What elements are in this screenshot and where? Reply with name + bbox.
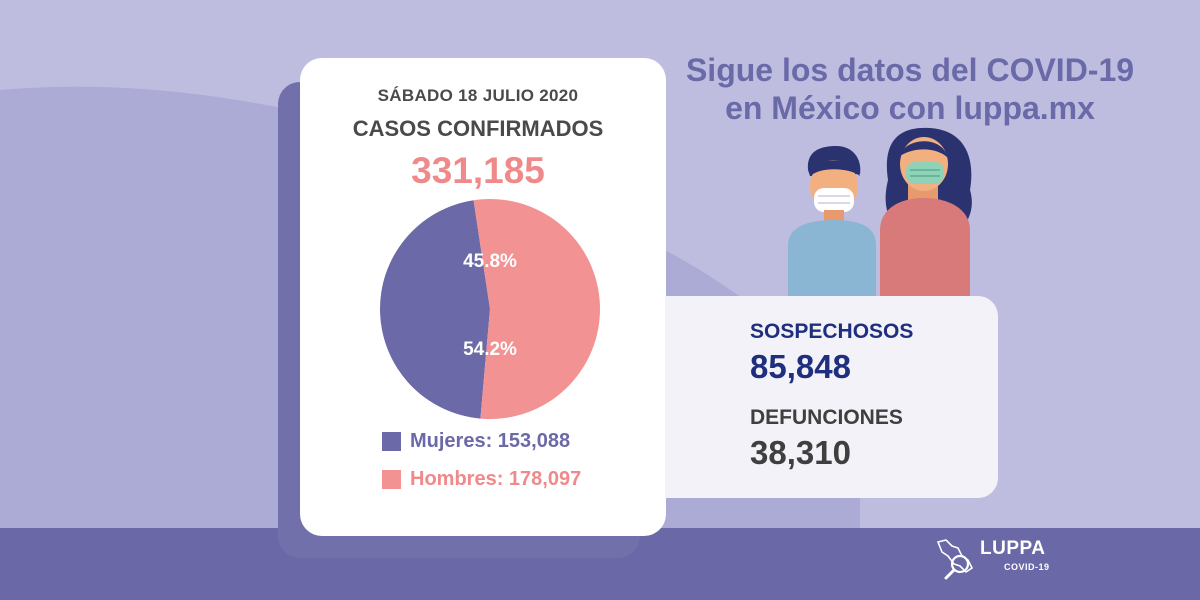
suspected-label: SOSPECHOSOS: [750, 320, 914, 343]
pie-slice-hombres: [473, 198, 601, 419]
logo-subtitle: COVID-19: [1004, 562, 1050, 572]
pie-label-mujeres: 45.8%: [463, 251, 517, 272]
confirmed-cases-card: SÁBADO 18 JULIO 2020 CASOS CONFIRMADOS 3…: [300, 58, 666, 536]
legend-label-mujeres: Mujeres: 153,088: [410, 430, 571, 452]
legend-swatch-hombres: [382, 470, 401, 489]
headline-line-1: Sigue los datos del COVID-19: [685, 52, 1135, 88]
stats-panel: SOSPECHOSOS 85,848 DEFUNCIONES 38,310: [665, 296, 998, 498]
pie-label-hombres: 54.2%: [463, 339, 517, 360]
masked-people-illustration: [788, 127, 972, 300]
suspected-value: 85,848: [750, 348, 851, 385]
headline-line-2: en México con luppa.mx: [725, 90, 1095, 126]
magnifier-map-icon: [936, 539, 974, 580]
legend-mujeres: Mujeres: 153,088: [382, 430, 662, 453]
logo-name: LUPPA: [980, 538, 1046, 559]
legend-label-hombres: Hombres: 178,097: [410, 468, 582, 490]
gender-pie-chart: 45.8% 54.2%: [380, 198, 601, 419]
confirmed-heading: CASOS CONFIRMADOS: [352, 116, 604, 141]
deaths-label: DEFUNCIONES: [750, 406, 903, 429]
legend-swatch-mujeres: [382, 432, 401, 451]
legend-hombres: Hombres: 178,097: [382, 468, 662, 491]
confirmed-total: 331,185: [411, 150, 545, 191]
deaths-value: 38,310: [750, 434, 851, 471]
luppa-logo: LUPPA COVID-19: [932, 534, 1072, 584]
pie-slice-mujeres: [380, 200, 490, 419]
date-label: SÁBADO 18 JULIO 2020: [377, 86, 579, 105]
